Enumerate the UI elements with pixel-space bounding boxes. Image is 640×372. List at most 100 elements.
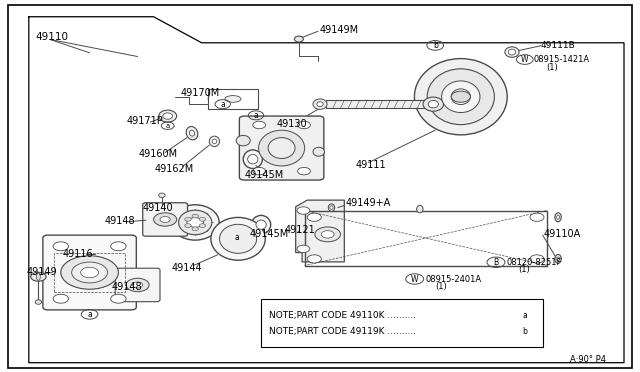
Text: 49148: 49148 <box>104 216 135 226</box>
Text: 49149: 49149 <box>27 267 58 276</box>
Ellipse shape <box>189 130 195 136</box>
Text: W: W <box>411 275 419 283</box>
Ellipse shape <box>268 138 295 158</box>
Circle shape <box>199 217 205 221</box>
Text: 49149+A: 49149+A <box>346 198 391 208</box>
Text: (1): (1) <box>435 282 447 291</box>
Circle shape <box>132 282 143 288</box>
Text: NOTE;PART CODE 49119K ..........: NOTE;PART CODE 49119K .......... <box>269 327 416 336</box>
Text: a: a <box>87 310 92 319</box>
Circle shape <box>111 294 126 303</box>
Ellipse shape <box>243 150 262 169</box>
Circle shape <box>72 262 108 283</box>
Circle shape <box>530 213 544 221</box>
FancyBboxPatch shape <box>239 116 324 180</box>
Text: 49111B: 49111B <box>541 41 575 50</box>
Text: 49111: 49111 <box>355 160 386 170</box>
Circle shape <box>307 213 321 221</box>
Ellipse shape <box>508 49 516 55</box>
Circle shape <box>61 256 118 289</box>
Ellipse shape <box>428 69 495 125</box>
Ellipse shape <box>220 224 257 253</box>
Ellipse shape <box>236 135 250 146</box>
Circle shape <box>192 227 198 231</box>
Circle shape <box>315 227 340 242</box>
Text: 49121: 49121 <box>285 225 316 235</box>
Ellipse shape <box>442 81 480 112</box>
Text: a: a <box>220 100 225 109</box>
Ellipse shape <box>211 217 265 260</box>
Ellipse shape <box>179 210 212 235</box>
Ellipse shape <box>557 257 560 261</box>
Text: 49144: 49144 <box>172 263 202 273</box>
Text: 08120-8251F: 08120-8251F <box>507 258 563 267</box>
Ellipse shape <box>225 96 241 102</box>
Ellipse shape <box>163 113 173 119</box>
Bar <box>326 100 424 108</box>
Ellipse shape <box>417 205 423 213</box>
Text: 49145M: 49145M <box>244 170 284 180</box>
Circle shape <box>297 245 310 253</box>
Text: 49162M: 49162M <box>155 164 194 174</box>
Ellipse shape <box>428 100 438 108</box>
Text: A·90° P4: A·90° P4 <box>570 355 605 364</box>
Circle shape <box>199 224 205 228</box>
Text: 49149M: 49149M <box>320 25 359 35</box>
Ellipse shape <box>313 147 324 156</box>
Circle shape <box>297 207 310 214</box>
Ellipse shape <box>451 89 470 105</box>
Ellipse shape <box>209 136 220 147</box>
Text: 49171P: 49171P <box>126 116 163 126</box>
Ellipse shape <box>557 215 560 219</box>
Text: 49170M: 49170M <box>180 88 220 98</box>
Text: a: a <box>522 311 527 320</box>
Text: a: a <box>166 123 170 129</box>
Ellipse shape <box>313 99 327 109</box>
Text: b: b <box>522 327 527 336</box>
Circle shape <box>253 167 266 175</box>
Circle shape <box>160 217 170 222</box>
Circle shape <box>253 121 266 129</box>
Text: B: B <box>493 258 499 267</box>
Ellipse shape <box>212 139 216 144</box>
Circle shape <box>31 272 46 281</box>
Text: (1): (1) <box>518 265 530 274</box>
Text: a: a <box>253 111 259 120</box>
FancyBboxPatch shape <box>143 203 188 236</box>
Circle shape <box>298 167 310 175</box>
Circle shape <box>451 91 470 102</box>
Text: 49110: 49110 <box>35 32 68 42</box>
Circle shape <box>53 242 68 251</box>
Circle shape <box>185 224 191 228</box>
FancyBboxPatch shape <box>115 268 160 302</box>
Ellipse shape <box>172 205 219 240</box>
Text: a: a <box>234 233 239 242</box>
Bar <box>54 253 125 292</box>
Text: 49148: 49148 <box>111 282 142 292</box>
Circle shape <box>111 242 126 251</box>
Ellipse shape <box>328 204 335 211</box>
Ellipse shape <box>330 206 333 209</box>
Ellipse shape <box>555 254 561 263</box>
Bar <box>261 299 543 347</box>
Ellipse shape <box>186 126 198 140</box>
Bar <box>208 89 258 109</box>
Ellipse shape <box>36 273 40 280</box>
Circle shape <box>298 121 310 129</box>
Text: 08915-2401A: 08915-2401A <box>426 275 482 283</box>
Circle shape <box>192 214 198 218</box>
Ellipse shape <box>35 300 42 304</box>
Text: 49145M: 49145M <box>250 230 289 239</box>
Ellipse shape <box>159 110 177 122</box>
Circle shape <box>81 267 99 278</box>
Ellipse shape <box>252 215 271 234</box>
Ellipse shape <box>159 193 165 198</box>
Circle shape <box>307 255 321 263</box>
FancyBboxPatch shape <box>43 235 136 310</box>
Ellipse shape <box>294 36 303 42</box>
Circle shape <box>185 217 191 221</box>
Circle shape <box>154 213 177 226</box>
Text: 49110A: 49110A <box>544 229 581 238</box>
Ellipse shape <box>415 58 507 135</box>
Text: 49140: 49140 <box>142 203 173 213</box>
